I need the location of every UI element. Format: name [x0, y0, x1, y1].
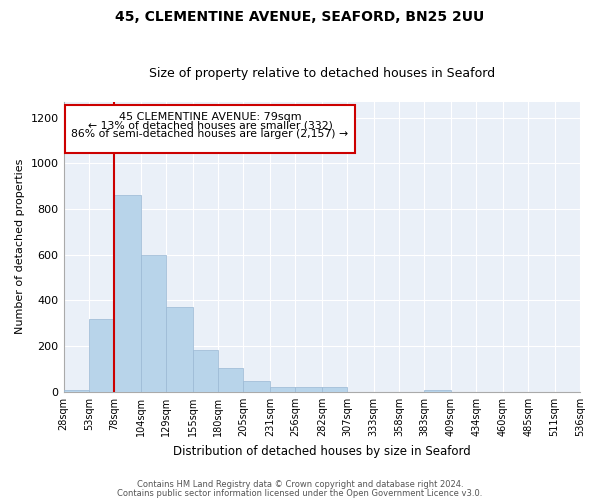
Bar — [166, 308, 193, 392]
Bar — [115, 196, 141, 392]
Bar — [89, 319, 115, 392]
Bar — [64, 390, 89, 392]
Bar — [295, 388, 322, 392]
Text: 45 CLEMENTINE AVENUE: 79sqm: 45 CLEMENTINE AVENUE: 79sqm — [119, 112, 301, 122]
Bar — [424, 390, 451, 392]
Text: 86% of semi-detached houses are larger (2,157) →: 86% of semi-detached houses are larger (… — [71, 130, 349, 140]
Bar — [322, 388, 347, 392]
Bar — [244, 381, 270, 392]
Bar — [193, 350, 218, 392]
Bar — [141, 254, 166, 392]
Bar — [270, 388, 295, 392]
Y-axis label: Number of detached properties: Number of detached properties — [15, 159, 25, 334]
Text: Contains public sector information licensed under the Open Government Licence v3: Contains public sector information licen… — [118, 489, 482, 498]
FancyBboxPatch shape — [65, 105, 355, 153]
Text: ← 13% of detached houses are smaller (332): ← 13% of detached houses are smaller (33… — [88, 121, 332, 131]
Bar — [218, 368, 244, 392]
Text: 45, CLEMENTINE AVENUE, SEAFORD, BN25 2UU: 45, CLEMENTINE AVENUE, SEAFORD, BN25 2UU — [115, 10, 485, 24]
Text: Contains HM Land Registry data © Crown copyright and database right 2024.: Contains HM Land Registry data © Crown c… — [137, 480, 463, 489]
Title: Size of property relative to detached houses in Seaford: Size of property relative to detached ho… — [149, 66, 495, 80]
X-axis label: Distribution of detached houses by size in Seaford: Distribution of detached houses by size … — [173, 444, 470, 458]
